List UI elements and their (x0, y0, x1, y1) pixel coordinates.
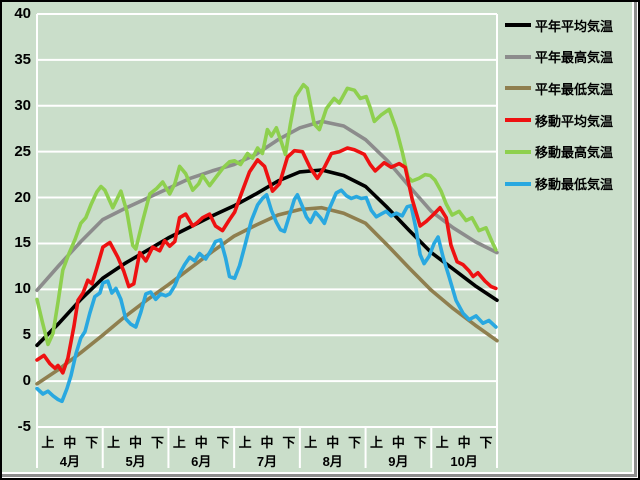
x-axis-period-label: 中 (457, 435, 471, 450)
x-axis-period-label: 下 (479, 435, 493, 450)
x-axis-month-label: 7月 (256, 454, 278, 469)
legend-item-label: 移動平均気温 (535, 113, 614, 129)
legend-line-swatch (505, 118, 531, 123)
legend-item: 平年平均気温 (505, 17, 614, 34)
legend-item: 平年最低気温 (505, 80, 614, 97)
x-axis-period-label: 中 (63, 435, 77, 450)
legend-item: 移動平均気温 (505, 112, 614, 129)
x-axis-period-label: 上 (304, 435, 318, 450)
x-axis-period-label: 上 (435, 435, 449, 450)
x-axis-period-label: 中 (326, 435, 340, 450)
chart-pane: 40 35 30 25 20 15 10 5 0 -5 上中下 4月上中下 5月上中下 6月上中下 7月上中… (2, 2, 632, 472)
y-axis-tick-label: 0 (22, 372, 31, 390)
series-line-平年最低気温 (35, 205, 499, 386)
x-axis-period-label: 上 (370, 435, 384, 450)
legend-line-swatch (505, 54, 531, 59)
legend-item-label: 移動最低気温 (535, 177, 614, 192)
y-axis-tick-label: 40 (14, 5, 31, 22)
legend-item-label: 平年最高気温 (535, 50, 614, 66)
y-axis-tick-label: 30 (14, 96, 31, 114)
x-axis-period-label: 上 (172, 435, 186, 450)
x-axis-period-label: 下 (282, 435, 296, 450)
legend-item-label: 平年最低気温 (535, 81, 614, 97)
x-axis-month-label: 4月 (59, 454, 80, 469)
window-bevel-highlight: 40 35 30 25 20 15 10 5 0 -5 上中下 4月上中下 5月上中下 6月上中下 7月上中… (2, 2, 634, 474)
legend-item: 移動最高気温 (505, 144, 613, 160)
series-line-移動最高気温 (35, 82, 498, 347)
y-axis-tick-label: 35 (14, 50, 31, 68)
temperature-chart-plot (35, 13, 499, 468)
x-axis-period-label: 中 (260, 435, 274, 450)
x-axis-period-label: 下 (413, 435, 427, 450)
legend-item: 移動最低気温 (505, 176, 613, 192)
legend-line-swatch (505, 86, 531, 91)
legend-line-swatch (505, 181, 531, 186)
x-axis-period-label: 中 (391, 435, 405, 450)
series-line-平年最高気温 (35, 119, 499, 293)
x-axis-period-label: 中 (194, 435, 208, 450)
y-axis-tick-label: -5 (17, 418, 31, 435)
series-line-平年平均気温 (35, 168, 499, 348)
x-axis-period-label: 下 (216, 435, 230, 450)
x-axis-period-label: 中 (129, 435, 143, 450)
x-axis-period-label: 上 (107, 435, 121, 450)
series-line-移動平均気温 (35, 146, 498, 375)
legend-line-swatch (505, 23, 531, 27)
x-axis-period-label: 上 (238, 435, 252, 450)
y-axis-tick-label: 5 (22, 326, 31, 344)
x-axis-month-label: 10月 (450, 454, 478, 469)
legend-line-swatch (505, 149, 531, 154)
legend-item-label: 平年平均気温 (535, 18, 614, 34)
x-axis-month-label: 5月 (125, 454, 146, 469)
y-axis-tick-label: 15 (14, 234, 31, 252)
x-axis-month-label: 9月 (388, 454, 409, 469)
legend-item-label: 移動最高気温 (535, 145, 614, 161)
x-axis-period-label: 上 (41, 435, 55, 450)
x-axis-period-label: 下 (348, 435, 362, 450)
x-axis-month-label: 8月 (322, 454, 343, 469)
y-axis-tick-label: 20 (14, 188, 31, 206)
legend-item: 平年最高気温 (505, 49, 613, 65)
x-axis-period-label: 下 (150, 435, 164, 450)
y-axis-tick-label: 25 (14, 142, 31, 160)
series-line-移動最低気温 (35, 188, 498, 404)
y-axis-tick-label: 10 (14, 280, 31, 298)
x-axis-period-label: 下 (85, 435, 99, 450)
x-axis-month-label: 6月 (191, 454, 212, 469)
